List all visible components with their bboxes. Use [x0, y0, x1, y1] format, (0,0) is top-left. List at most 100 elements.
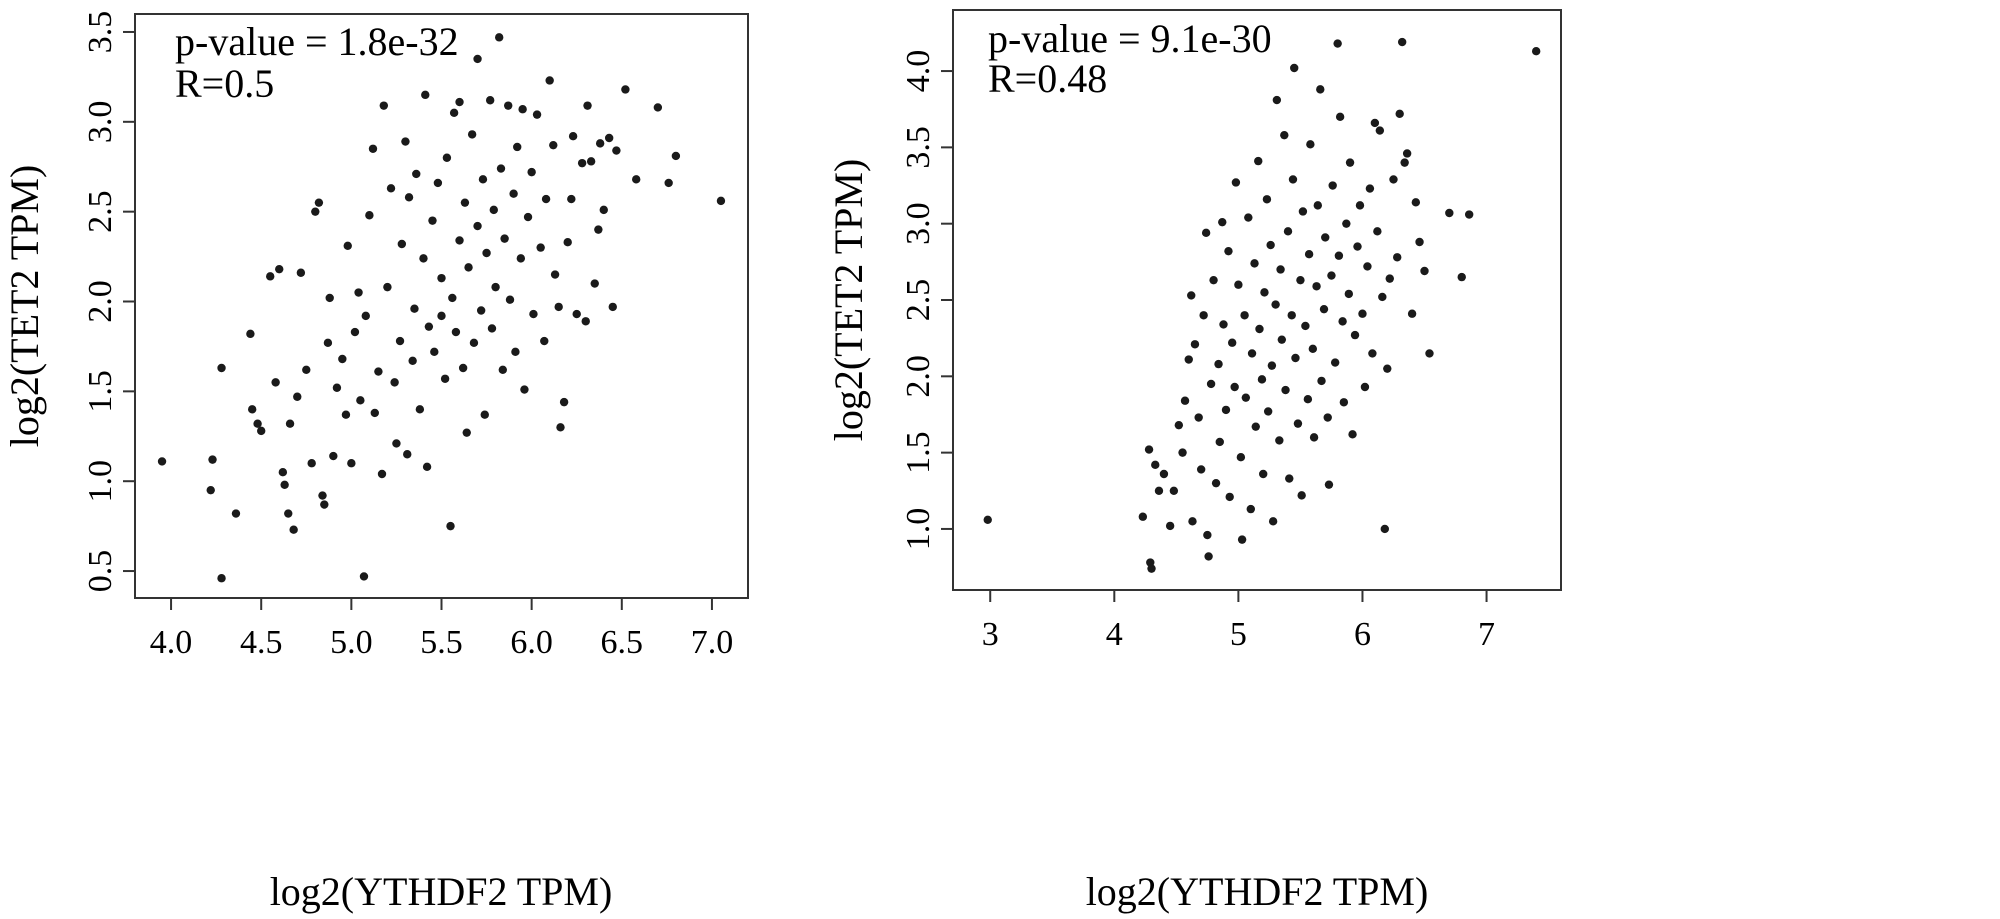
data-point — [1327, 271, 1336, 280]
data-point — [554, 302, 563, 312]
data-point — [275, 264, 284, 274]
x-tick-label: 5.0 — [330, 624, 373, 661]
data-point — [1301, 321, 1310, 331]
data-point — [320, 500, 329, 509]
data-point — [1457, 272, 1466, 282]
data-point — [412, 169, 421, 179]
data-point — [1312, 282, 1321, 291]
x-tick-label: 5 — [1230, 616, 1247, 653]
x-tick-label: 7.0 — [691, 624, 734, 661]
scatter-panel-right: 3 4 5 6 7 1.0 1.5 2.0 2.5 3.0 3.5 4.0 p-value = 9.… — [826, 9, 1562, 914]
y-tick-label: 1.0 — [900, 508, 937, 551]
data-point — [1389, 175, 1398, 184]
data-point — [1206, 379, 1216, 389]
data-point — [1187, 291, 1196, 300]
data-point — [1395, 109, 1404, 118]
data-point — [437, 273, 446, 283]
data-point — [1339, 398, 1349, 407]
data-point — [1203, 530, 1212, 540]
data-point — [415, 405, 425, 414]
data-point — [491, 282, 500, 292]
data-point — [1348, 430, 1357, 439]
data-point — [1328, 181, 1337, 190]
data-point — [329, 451, 338, 461]
data-point — [1330, 358, 1340, 367]
data-point — [1304, 250, 1314, 259]
data-point — [556, 423, 565, 432]
data-point — [1204, 552, 1213, 561]
data-point — [572, 309, 581, 319]
data-point — [482, 248, 491, 258]
data-point — [1196, 465, 1206, 474]
data-point — [1321, 233, 1330, 242]
data-point — [664, 178, 673, 188]
data-point — [1397, 37, 1407, 47]
data-point — [1237, 535, 1247, 544]
data-point — [1425, 349, 1434, 358]
data-point — [208, 455, 217, 464]
data-point — [478, 175, 488, 184]
x-axis: 4.0 4.5 5.0 5.5 6.0 6.5 7.0 — [150, 598, 733, 661]
data-point — [505, 295, 515, 304]
y-tick-label: 0.5 — [82, 550, 119, 593]
data-point — [511, 347, 520, 357]
data-point — [410, 304, 419, 313]
data-point — [1291, 353, 1300, 363]
y-tick-label: 1.0 — [82, 460, 119, 503]
data-point — [1138, 512, 1148, 521]
data-point — [433, 178, 443, 188]
data-point — [1151, 460, 1160, 470]
data-point — [1240, 311, 1249, 320]
data-point — [1268, 517, 1278, 526]
data-point — [612, 146, 621, 155]
data-point — [498, 365, 507, 374]
data-point — [716, 196, 726, 206]
data-point — [1287, 311, 1296, 320]
data-point — [1201, 228, 1211, 238]
data-point — [541, 194, 551, 204]
data-point — [1283, 227, 1293, 236]
data-point — [1383, 364, 1392, 373]
data-point — [422, 462, 432, 472]
data-point — [1165, 521, 1175, 531]
data-point — [1323, 413, 1332, 422]
data-point — [1178, 448, 1187, 457]
data-point — [469, 338, 479, 348]
data-point — [1190, 340, 1200, 349]
data-point — [545, 76, 554, 85]
data-point — [379, 101, 389, 110]
data-point — [513, 142, 522, 152]
data-point — [1209, 275, 1218, 285]
data-point — [1199, 311, 1208, 320]
data-point — [1445, 208, 1454, 218]
y-tick-label: 3.0 — [82, 101, 119, 144]
data-point — [430, 347, 439, 357]
data-point — [504, 101, 513, 110]
x-tick-label: 4.0 — [150, 624, 193, 661]
data-point — [404, 193, 414, 202]
data-point — [1415, 237, 1424, 247]
data-point — [1262, 195, 1272, 204]
data-point — [559, 397, 569, 407]
y-axis: 1.0 1.5 2.0 2.5 3.0 3.5 4.0 — [900, 50, 953, 550]
data-point — [1169, 486, 1179, 495]
data-point — [473, 221, 482, 231]
data-point — [581, 317, 590, 326]
data-point — [302, 365, 311, 374]
data-point — [1368, 349, 1377, 358]
data-point — [1407, 309, 1417, 318]
data-point — [370, 408, 379, 418]
data-point — [246, 329, 255, 339]
data-point — [1402, 149, 1412, 158]
data-point — [516, 254, 526, 263]
data-point — [217, 574, 226, 583]
data-point — [1211, 478, 1221, 488]
scatter-panel-left: 4.0 4.5 5.0 5.5 6.0 6.5 7.0 0.5 1.0 1.5 2.0 2.5 3.0… — [2, 11, 749, 914]
data-point — [494, 33, 504, 42]
data-point — [1215, 437, 1224, 447]
data-point — [1272, 95, 1282, 105]
y-axis-title: log2(TET2 TPM) — [2, 165, 47, 448]
data-point — [485, 96, 495, 105]
data-point — [1255, 324, 1264, 334]
data-point — [314, 198, 324, 207]
